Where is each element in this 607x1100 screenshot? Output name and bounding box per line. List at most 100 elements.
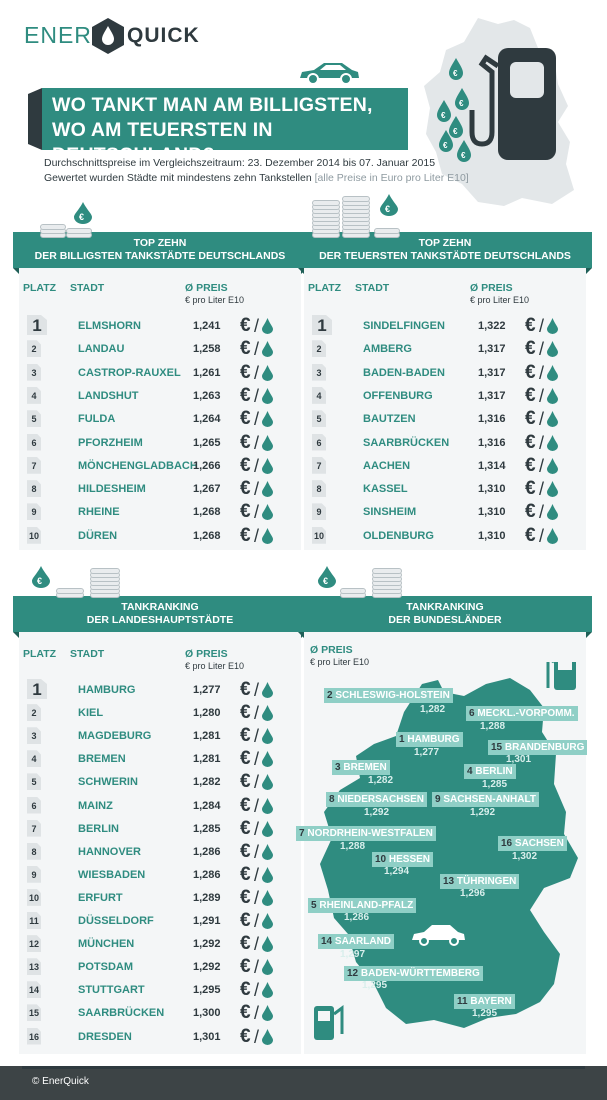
subtitle-line-1: Durchschnittspreise im Vergleichszeitrau… <box>44 157 436 169</box>
state-rank: 10 <box>375 854 387 865</box>
price-value: 1,263 <box>193 389 221 402</box>
state-name: HESSEN <box>388 854 431 865</box>
drop-icon <box>547 387 558 404</box>
rank-badge: 4 <box>312 386 326 404</box>
price-value: 1,286 <box>193 868 221 881</box>
drop-icon <box>547 504 558 521</box>
city-name: RHEINE <box>78 506 120 519</box>
coin-stack-icon <box>312 186 412 240</box>
price-value: 1,316 <box>478 413 506 426</box>
drop-icon <box>262 751 273 768</box>
drop-icon <box>262 364 273 381</box>
drop-icon <box>262 1028 273 1045</box>
coin-stack-icon <box>316 560 406 600</box>
price-value: 1,266 <box>193 459 221 472</box>
price-value: 1,310 <box>478 529 506 542</box>
table-row: 13 POTSDAM 1,292 € / <box>27 956 295 979</box>
euro-icon: € <box>240 979 251 1001</box>
price-value: 1,317 <box>478 343 506 356</box>
slash-divider: / <box>254 502 260 523</box>
drop-icon <box>262 457 273 474</box>
table-row: 4 BREMEN 1,281 € / <box>27 748 295 771</box>
drop-icon <box>262 982 273 999</box>
table-row: 9 SINSHEIM 1,310 € / <box>312 501 580 524</box>
panel-banner-line-2: DER LANDESHAUPTSTÄDTE <box>86 614 234 626</box>
euro-icon: € <box>240 702 251 724</box>
euro-icon: € <box>525 501 536 523</box>
city-name: DRESDEN <box>78 1030 132 1043</box>
svg-text:€: € <box>441 111 446 120</box>
table-row: 3 BADEN-BADEN 1,317 € / <box>312 362 580 385</box>
drop-icon <box>547 527 558 544</box>
euro-icon: € <box>240 817 251 839</box>
svg-text:€: € <box>453 127 458 136</box>
state-name: BADEN-WÜRTTEMBERG <box>360 968 480 979</box>
slash-divider: / <box>254 864 260 885</box>
euro-icon: € <box>525 478 536 500</box>
rank-badge: 16 <box>27 1027 41 1045</box>
table-row: 3 CASTROP-RAUXEL 1,261 € / <box>27 362 295 385</box>
title-banner-fold <box>28 88 42 150</box>
title-banner-body: WO TANKT MAN AM BILLIGSTEN, WO AM TEUERS… <box>42 88 408 166</box>
state-price: 1,286 <box>344 912 370 923</box>
table-row: 4 OFFENBURG 1,317 € / <box>312 384 580 408</box>
price-value: 1,292 <box>193 961 221 974</box>
state-price: 1,292 <box>364 807 390 818</box>
city-name: MAGDEBURG <box>78 730 152 743</box>
city-name: DÜREN <box>78 529 118 542</box>
city-name: BERLIN <box>78 822 119 835</box>
table-row: 5 SCHWERIN 1,282 € / <box>27 771 295 794</box>
euro-coin-icon: € <box>32 566 50 588</box>
coin <box>40 224 66 230</box>
panel-banner-line-2: DER BILLIGSTEN TANKSTÄDTE DEUTSCHLANDS <box>34 250 286 262</box>
coin <box>90 568 120 574</box>
slash-divider: / <box>539 362 545 383</box>
table-row: 6 PFORZHEIM 1,265 € / <box>27 432 295 455</box>
city-name: HILDESHEIM <box>78 483 146 496</box>
city-name: OLDENBURG <box>363 529 434 542</box>
euro-icon: € <box>525 524 536 546</box>
city-name: STUTTGART <box>78 984 145 997</box>
price-value: 1,285 <box>193 822 221 835</box>
euro-icon: € <box>240 910 251 931</box>
coin <box>374 228 400 234</box>
slash-divider: / <box>254 432 260 453</box>
euro-icon: € <box>240 454 251 476</box>
city-name: MÜNCHEN <box>78 938 135 951</box>
column-header-preis: Ø PREIS <box>185 282 228 294</box>
state-name: NORDRHEIN-WESTFALEN <box>307 828 433 839</box>
rank-badge: 3 <box>27 727 41 745</box>
price-value: 1,281 <box>193 730 221 743</box>
table-row: 6 MAINZ 1,284 € / <box>27 795 295 818</box>
city-name: FULDA <box>78 413 116 426</box>
state-name: BRANDENBURG <box>504 742 585 753</box>
panel-banner: TANKRANKING DER BUNDESLÄNDER <box>298 596 592 638</box>
column-header-stadt: STADT <box>70 648 105 660</box>
rank-badge: 1 <box>27 679 47 699</box>
price-value: 1,310 <box>478 506 506 519</box>
panel-banner: TANKRANKING DER LANDESHAUPTSTÄDTE <box>13 596 307 638</box>
state-name: SACHSEN-ANHALT <box>443 794 536 805</box>
rank-badge: 9 <box>312 503 326 521</box>
euro-coin-icon: € <box>318 566 336 588</box>
city-name: BAUTZEN <box>363 413 416 426</box>
table-row: 8 HANNOVER 1,286 € / <box>27 841 295 864</box>
column-header-stadt: STADT <box>355 282 390 294</box>
state-rank: 6 <box>469 708 475 719</box>
state-label: 2 SCHLESWIG-HOLSTEIN <box>324 688 453 703</box>
state-name: BREMEN <box>343 762 387 773</box>
drop-icon <box>547 434 558 451</box>
euro-icon: € <box>240 679 251 700</box>
state-rank: 11 <box>457 996 468 1007</box>
slash-divider: / <box>254 703 260 724</box>
coin <box>56 588 84 594</box>
euro-icon: € <box>525 384 536 406</box>
logo: ENER QUICK <box>24 14 199 60</box>
logo-drop-icon <box>92 18 124 54</box>
rank-badge: 5 <box>27 410 41 428</box>
state-rank: 9 <box>435 794 441 805</box>
city-name: ELMSHORN <box>78 320 141 332</box>
price-value: 1,300 <box>193 1007 221 1020</box>
price-value: 1,310 <box>478 483 506 496</box>
slash-divider: / <box>254 795 260 816</box>
